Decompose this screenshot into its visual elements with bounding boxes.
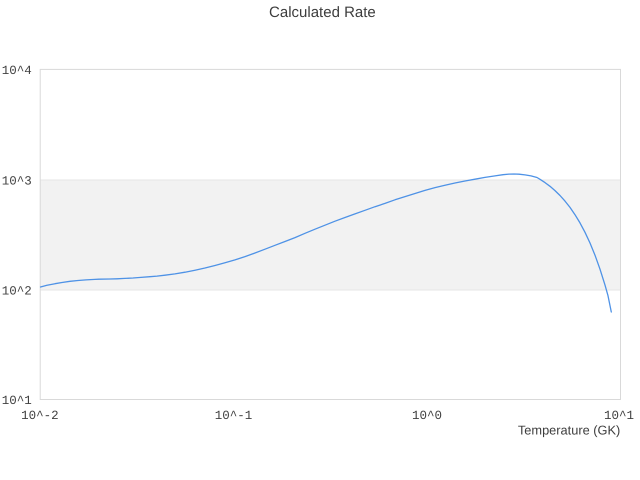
svg-text:10^3: 10^3 <box>2 174 32 188</box>
svg-text:10^1: 10^1 <box>604 409 634 423</box>
svg-text:10^-2: 10^-2 <box>21 409 59 423</box>
svg-text:10^-1: 10^-1 <box>215 409 253 423</box>
svg-text:Calculated Rate: Calculated Rate <box>269 4 376 21</box>
svg-text:10^0: 10^0 <box>412 409 442 423</box>
svg-text:10^2: 10^2 <box>2 284 32 298</box>
svg-text:Temperature (GK): Temperature (GK) <box>518 422 620 437</box>
svg-text:10^4: 10^4 <box>2 64 32 78</box>
svg-text:10^1: 10^1 <box>2 394 32 408</box>
